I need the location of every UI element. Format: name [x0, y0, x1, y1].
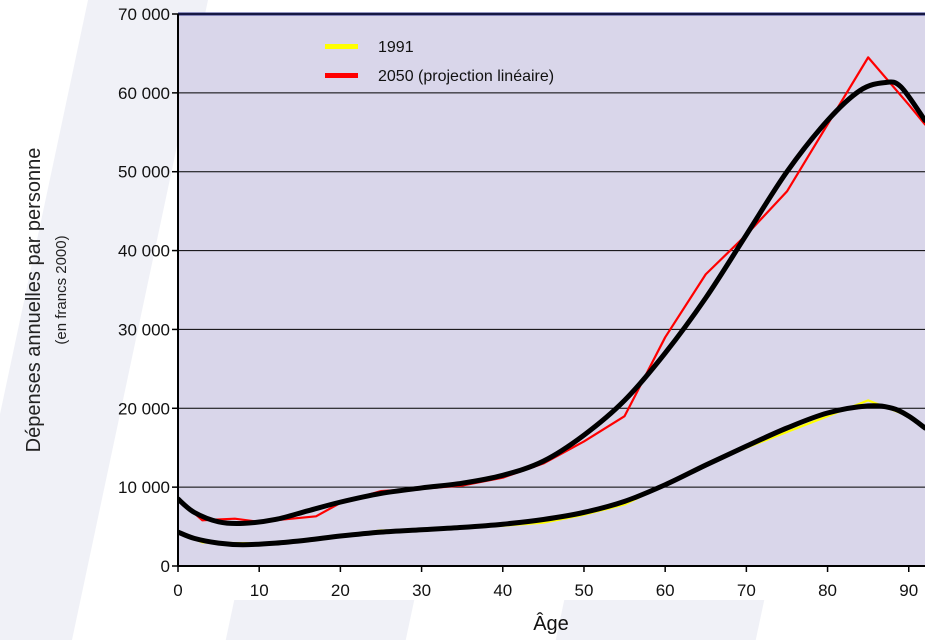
- x-tick-label: 10: [250, 581, 269, 600]
- x-tick-label: 90: [899, 581, 918, 600]
- x-tick-label: 20: [331, 581, 350, 600]
- y-tick-label: 10 000: [118, 478, 170, 497]
- x-tick-label: 0: [173, 581, 182, 600]
- y-axis-ticks: 0 10 000 20 000 30 000 40 000 50 000 60 000 70 …: [118, 5, 178, 576]
- legend-swatch-1991: [325, 44, 358, 49]
- x-tick-label: 40: [493, 581, 512, 600]
- series-layer: [178, 56, 925, 548]
- y-tick-label: 50 000: [118, 163, 170, 182]
- legend-swatch-2050: [325, 73, 358, 78]
- y-tick-label: 70 000: [118, 5, 170, 24]
- y-axis-sublabel: (en francs 2000): [53, 235, 70, 344]
- fitted-curve-line: [178, 79, 925, 527]
- x-tick-label: 70: [737, 581, 756, 600]
- x-tick-label: 80: [818, 581, 837, 600]
- x-axis-label: Âge: [533, 612, 569, 635]
- legend: 1991 2050 (projection linéaire): [325, 39, 554, 85]
- x-tick-label: 50: [575, 581, 594, 600]
- gridlines: [178, 13, 925, 488]
- y-tick-label: 0: [161, 557, 170, 576]
- y-tick-label: 20 000: [118, 399, 170, 418]
- y-tick-label: 40 000: [118, 242, 170, 261]
- y-tick-label: 60 000: [118, 84, 170, 103]
- x-tick-label: 30: [412, 581, 431, 600]
- x-tick-label: 60: [656, 581, 675, 600]
- x-axis-ticks: 0 10 20 30 40 50 60 70 80 90: [173, 566, 918, 600]
- legend-label-1991: 1991: [378, 39, 414, 56]
- y-axis-label: Dépenses annuelles par personne: [23, 148, 45, 453]
- legend-label-2050: 2050 (projection linéaire): [378, 68, 554, 85]
- plot-area: [178, 14, 925, 566]
- y-tick-label: 30 000: [118, 320, 170, 339]
- fitted-curve-line: [178, 403, 925, 548]
